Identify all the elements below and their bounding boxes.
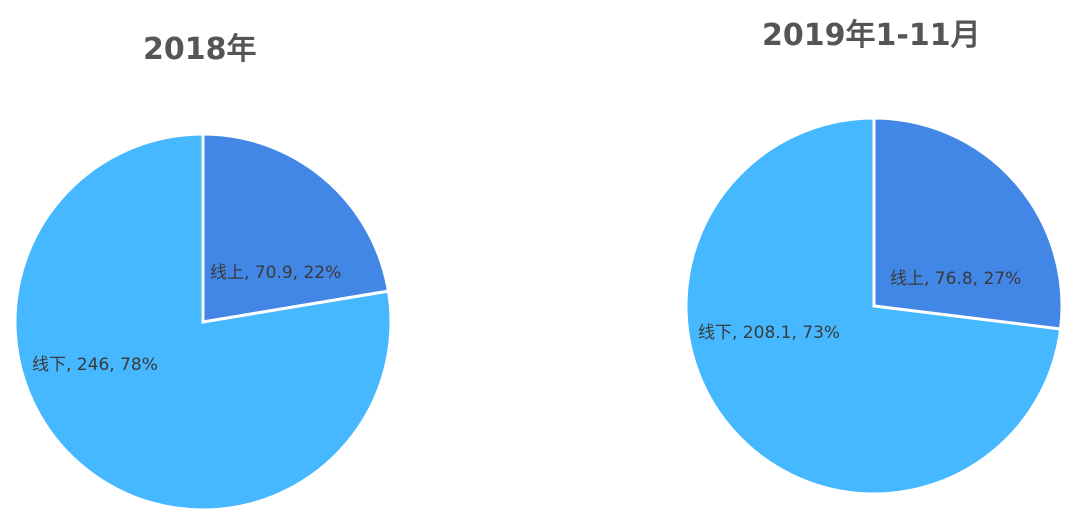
slice-label-online-2019: 线上, 76.8, 27%	[890, 269, 1021, 289]
pie-slice-online-2018	[201, 132, 391, 324]
slice-label-online-2018: 线上, 70.9, 22%	[210, 263, 341, 283]
chart-title-2018: 2018年	[143, 32, 257, 67]
pie-slice-online-2019	[872, 116, 1064, 331]
pie-slice-offline-2019	[684, 116, 1063, 496]
slice-label-offline-2019: 线下, 208.1, 73%	[698, 323, 840, 343]
pie-chart-2019: 线上, 76.8, 27% 线下, 208.1, 73%	[684, 116, 1064, 496]
slice-label-offline-2018: 线下, 246, 78%	[32, 355, 158, 375]
pie-slice-offline-2018	[13, 132, 393, 512]
chart-title-2019: 2019年1-11月	[762, 18, 981, 53]
pie-chart-2018: 线上, 70.9, 22% 线下, 246, 78%	[13, 132, 393, 512]
